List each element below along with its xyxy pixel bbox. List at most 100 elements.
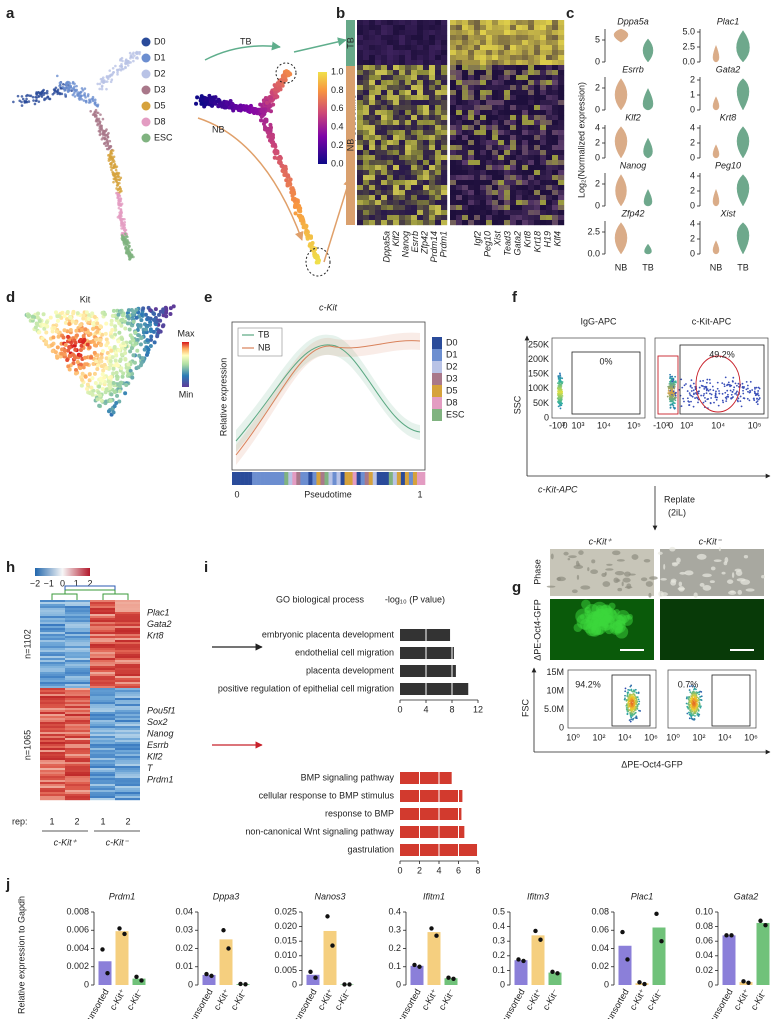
cell-dot — [45, 324, 50, 329]
y-tick-label: 0 — [544, 412, 549, 422]
heatmap-cell — [393, 205, 400, 211]
panel-label: a — [6, 5, 15, 22]
cell-dot — [125, 242, 128, 245]
event-dot — [698, 691, 701, 694]
nb-arrow — [197, 117, 304, 241]
colorbar-tick: 0 — [60, 578, 65, 588]
heatmap-cell — [411, 220, 418, 226]
cell-dot — [44, 320, 49, 325]
heatmap-cell — [441, 20, 448, 26]
cell-dot — [81, 313, 86, 318]
heatmap-cell — [486, 20, 493, 26]
cell-dot — [116, 70, 119, 74]
heatmap-cell — [435, 70, 442, 76]
heatmap-cell — [441, 185, 448, 191]
event-dot — [730, 393, 733, 396]
event-dot — [705, 381, 708, 384]
heatmap-cell — [510, 185, 517, 191]
cell-dot — [72, 87, 75, 90]
heatmap-cell — [522, 125, 529, 131]
heatmap-cell — [381, 220, 388, 226]
x-tick-label: -10³ — [653, 420, 669, 430]
heatmap-cell — [540, 150, 547, 156]
violin — [736, 174, 750, 207]
heatmap-cell — [369, 195, 376, 201]
heatmap-cell — [462, 65, 469, 71]
event-dot — [739, 395, 742, 398]
cell-blob — [671, 562, 678, 567]
cell-dot — [141, 306, 146, 311]
event-dot — [672, 378, 675, 381]
legend-swatch — [432, 385, 442, 397]
heatmap-cell — [65, 602, 90, 605]
cell-dot — [44, 330, 49, 335]
cell-dot — [107, 131, 110, 135]
event-dot — [673, 396, 676, 399]
heatmap-cell — [522, 80, 529, 86]
heatmap-cell — [486, 160, 493, 166]
heatmap-cell — [375, 20, 382, 26]
heatmap-cell — [474, 200, 481, 206]
heatmap-cell — [411, 105, 418, 111]
cell-dot — [25, 94, 28, 98]
cell-dot — [90, 97, 94, 101]
panel-label: g — [512, 579, 521, 596]
heatmap-cell — [516, 185, 523, 191]
heatmap-cell — [474, 115, 481, 121]
heatmap-cell — [381, 70, 388, 76]
event-dot — [632, 695, 634, 698]
heatmap-cell — [510, 50, 517, 56]
heatmap-cell — [534, 55, 541, 61]
heatmap-cell — [423, 220, 430, 226]
heatmap-cell — [534, 120, 541, 126]
heatmap-cell — [411, 200, 418, 206]
heatmap-cell — [510, 120, 517, 126]
cell-dot — [112, 404, 117, 409]
cell-dot — [105, 87, 108, 91]
heatmap-cell — [534, 165, 541, 171]
heatmap-cell — [375, 120, 382, 126]
cell-blob — [624, 586, 633, 589]
event-dot — [714, 393, 717, 396]
cell-dot — [101, 368, 106, 373]
heatmap-cell — [441, 70, 448, 76]
heatmap-cell — [468, 160, 475, 166]
curve — [235, 344, 421, 442]
cell-dot — [124, 245, 128, 248]
heatmap-cell — [399, 25, 406, 31]
heatmap-cell — [462, 215, 469, 221]
heatmap-cell — [546, 95, 553, 101]
heatmap-cell — [510, 115, 517, 121]
heatmap-cell — [40, 616, 65, 619]
heatmap-cell — [357, 35, 364, 41]
colorbar-tick: −1 — [44, 578, 54, 588]
cell-dot — [143, 327, 148, 332]
heatmap-cell — [411, 185, 418, 191]
heatmap-cell — [363, 120, 370, 126]
heatmap-cell — [486, 180, 493, 186]
pseudotime-strip — [268, 472, 273, 485]
heatmap-cell — [474, 45, 481, 51]
heatmap-cell — [363, 40, 370, 46]
cell-dot — [136, 333, 141, 338]
heatmap-cell — [387, 95, 394, 101]
heatmap-cell — [468, 205, 475, 211]
event-dot — [559, 380, 561, 382]
heatmap-cell — [522, 195, 529, 201]
heatmap-cell — [411, 95, 418, 101]
heatmap-cell — [558, 65, 565, 71]
heatmap-cell — [375, 140, 382, 146]
heatmap-cell — [462, 75, 469, 81]
cell-blob — [709, 580, 715, 584]
event-dot — [724, 376, 727, 379]
heatmap-cell — [429, 90, 436, 96]
heatmap-cell — [546, 200, 553, 206]
heatmap-cell — [540, 160, 547, 166]
heatmap-cell — [516, 150, 523, 156]
cell-dot — [81, 316, 86, 321]
heatmap-cell — [492, 175, 499, 181]
heatmap-cell — [363, 80, 370, 86]
event-dot — [708, 378, 711, 381]
heatmap-cell — [546, 90, 553, 96]
cell-dot — [44, 339, 49, 344]
